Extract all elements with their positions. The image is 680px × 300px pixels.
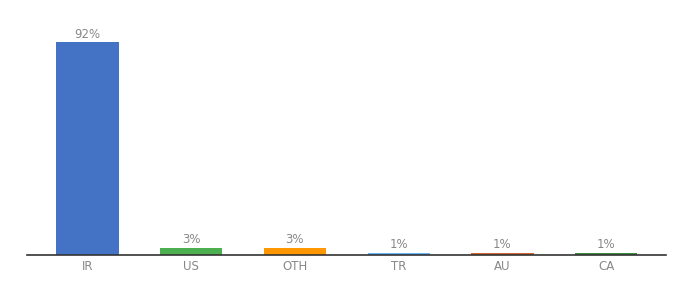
Bar bbox=[264, 248, 326, 255]
Text: 3%: 3% bbox=[286, 233, 304, 246]
Bar bbox=[160, 248, 222, 255]
Bar bbox=[368, 253, 430, 255]
Text: 92%: 92% bbox=[74, 28, 101, 40]
Text: 3%: 3% bbox=[182, 233, 201, 246]
Text: 1%: 1% bbox=[493, 238, 512, 251]
Text: 1%: 1% bbox=[597, 238, 615, 251]
Text: 1%: 1% bbox=[390, 238, 408, 251]
Bar bbox=[56, 43, 118, 255]
Bar bbox=[575, 253, 637, 255]
Bar bbox=[471, 253, 534, 255]
